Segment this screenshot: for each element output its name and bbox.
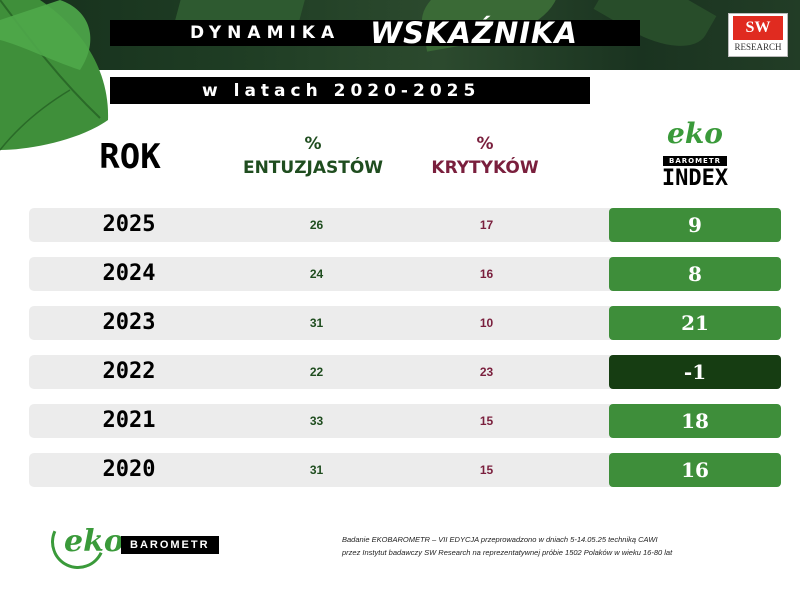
row-year: 2025 bbox=[102, 212, 156, 237]
table-row: 2020 31 15 16 bbox=[29, 453, 781, 487]
row-index: 21 bbox=[609, 306, 781, 340]
title-wskaznika: WSKAŹNIKA bbox=[370, 16, 578, 50]
row-krytycy: 23 bbox=[479, 365, 494, 379]
title-bar: DYNAMIKA WSKAŹNIKA bbox=[110, 16, 640, 50]
note-line-1: Badanie EKOBAROMETR – VII EDYCJA przepro… bbox=[342, 535, 658, 544]
krytykow-label: KRYTYKÓW bbox=[431, 158, 539, 178]
sw-research-logo: SW RESEARCH bbox=[728, 13, 788, 57]
table-row: 2021 33 15 18 bbox=[29, 404, 781, 438]
entuzjastow-label: ENTUZJASTÓW bbox=[242, 158, 384, 178]
row-year: 2020 bbox=[102, 457, 156, 482]
table-row: 2025 26 17 9 bbox=[29, 208, 781, 242]
column-header-krytykow: % KRYTYKÓW bbox=[420, 132, 550, 180]
table-row: 2024 24 16 8 bbox=[29, 257, 781, 291]
table-row: 2023 31 10 21 bbox=[29, 306, 781, 340]
barometr-tag: BAROMETR bbox=[662, 156, 727, 166]
row-index: 18 bbox=[609, 404, 781, 438]
row-entuzjasci: 31 bbox=[309, 463, 324, 477]
row-entuzjasci: 26 bbox=[309, 218, 324, 232]
krytykow-percent-sign: % bbox=[476, 134, 494, 154]
methodology-note: Badanie EKOBAROMETR – VII EDYCJA przepro… bbox=[342, 533, 762, 559]
footer-logo-eko: eko bbox=[64, 524, 124, 559]
row-entuzjasci: 24 bbox=[309, 267, 324, 281]
row-krytycy: 15 bbox=[479, 414, 494, 428]
leaf-corner-icon bbox=[0, 0, 109, 151]
row-year: 2022 bbox=[102, 359, 156, 384]
row-index: 9 bbox=[609, 208, 781, 242]
row-entuzjasci: 31 bbox=[309, 316, 324, 330]
row-year: 2023 bbox=[102, 310, 156, 335]
subtitle-bar: w latach 2020-2025 bbox=[110, 77, 590, 104]
row-entuzjasci: 22 bbox=[309, 365, 324, 379]
footer-logo-barometr: BAROMETR bbox=[121, 536, 219, 554]
row-index: 16 bbox=[609, 453, 781, 487]
row-krytycy: 17 bbox=[479, 218, 494, 232]
sw-logo-name: RESEARCH bbox=[734, 42, 782, 52]
row-year: 2021 bbox=[102, 408, 156, 433]
subtitle: w latach 2020-2025 bbox=[202, 80, 481, 101]
ekobarometr-footer-logo: eko BAROMETR bbox=[43, 507, 248, 578]
row-index: 8 bbox=[609, 257, 781, 291]
sw-logo-mark: SW bbox=[733, 16, 783, 40]
row-index: -1 bbox=[609, 355, 781, 389]
row-krytycy: 16 bbox=[479, 267, 494, 281]
row-krytycy: 15 bbox=[479, 463, 494, 477]
note-line-2: przez Instytut badawczy SW Research na r… bbox=[342, 548, 673, 557]
row-entuzjasci: 33 bbox=[309, 414, 324, 428]
index-label: INDEX bbox=[661, 166, 729, 191]
eko-logo-word: eko bbox=[667, 117, 723, 150]
row-krytycy: 10 bbox=[479, 316, 494, 330]
table-row: 2022 22 23 -1 bbox=[29, 355, 781, 389]
row-year: 2024 bbox=[102, 261, 156, 286]
title-dynamika: DYNAMIKA bbox=[190, 23, 341, 43]
entuzjastow-percent-sign: % bbox=[304, 134, 322, 154]
column-header-entuzjastow: % ENTUZJASTÓW bbox=[238, 132, 388, 180]
column-header-ekobarometr-index: eko BAROMETR INDEX bbox=[640, 120, 750, 190]
column-header-rok: ROK bbox=[99, 137, 161, 177]
